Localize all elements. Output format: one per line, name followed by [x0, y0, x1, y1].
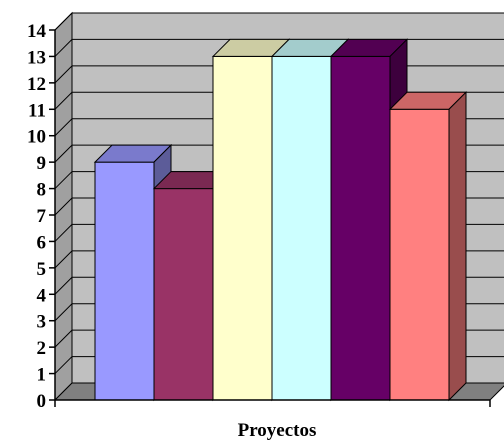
y-tick-label: 3	[37, 312, 47, 333]
bar-front	[94, 161, 155, 401]
y-tick-label: 13	[27, 47, 46, 68]
gridline	[54, 12, 504, 31]
bar-front	[153, 188, 214, 401]
y-tick-label: 12	[27, 74, 46, 95]
y-tick-label: 6	[37, 232, 47, 253]
bar-front	[389, 108, 450, 401]
y-tick-label: 14	[27, 21, 47, 42]
y-tick-label: 7	[37, 206, 47, 227]
y-tick-label: 1	[37, 365, 47, 386]
y-tick-label: 8	[37, 180, 47, 201]
y-tick-label: 11	[28, 100, 46, 121]
bar-front	[330, 55, 391, 401]
y-tick-label: 2	[37, 338, 47, 359]
y-tick-label: 0	[37, 391, 47, 412]
bar-front	[212, 55, 273, 401]
bar-front	[271, 55, 332, 401]
bar-side	[448, 91, 467, 402]
y-tick-label: 5	[37, 259, 47, 280]
y-tick-label: 9	[37, 153, 47, 174]
x-axis-category-label: Proyectos	[238, 420, 317, 441]
bars	[93, 38, 468, 402]
y-tick-label: 10	[27, 127, 46, 148]
y-tick-label: 4	[37, 285, 47, 306]
